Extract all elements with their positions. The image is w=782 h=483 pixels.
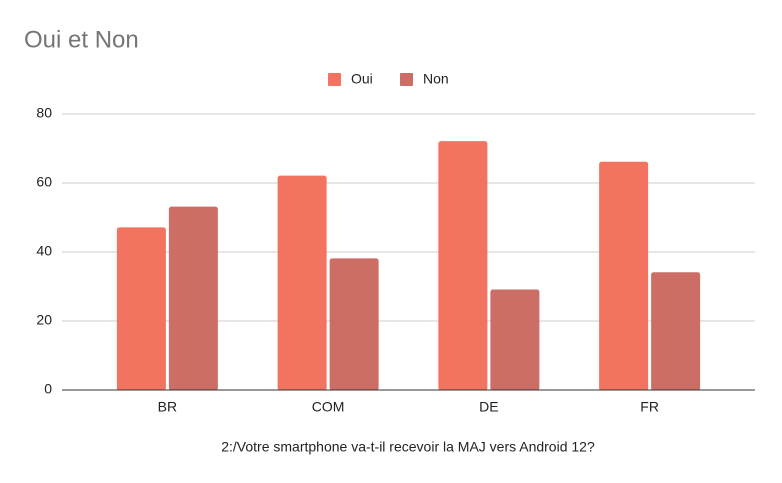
legend-label: Oui	[351, 71, 373, 87]
x-tick-label: DE	[479, 399, 498, 415]
y-tick-label: 20	[36, 312, 52, 328]
legend-swatch	[400, 73, 413, 86]
y-tick-label: 60	[36, 174, 52, 190]
legend-label: Non	[423, 71, 449, 87]
x-tick-label: FR	[640, 399, 659, 415]
x-tick-label: COM	[312, 399, 345, 415]
x-tick-label: BR	[158, 399, 177, 415]
bar	[490, 289, 540, 391]
y-tick-label: 80	[36, 105, 52, 121]
bar	[116, 227, 166, 391]
chart-title: Oui et Non	[24, 26, 139, 53]
y-tick-label: 40	[36, 243, 52, 259]
bar	[651, 272, 701, 391]
bar	[329, 258, 379, 391]
bar	[438, 141, 488, 391]
y-tick-label: 0	[44, 381, 52, 397]
x-axis-title: 2:/Votre smartphone va-t-il recevoir la …	[221, 439, 595, 455]
bar	[168, 206, 218, 391]
bar	[599, 161, 649, 391]
legend-swatch	[328, 73, 341, 86]
bar	[277, 175, 327, 391]
